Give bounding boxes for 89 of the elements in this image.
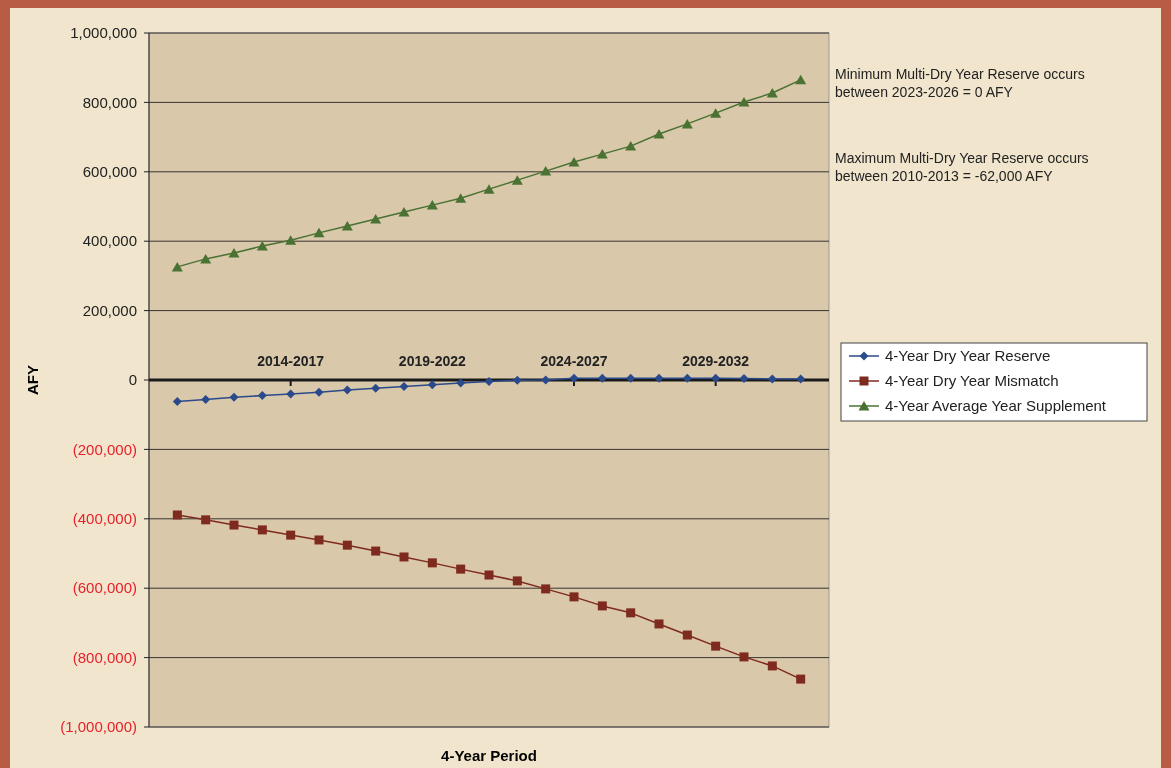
point — [484, 376, 494, 386]
point — [314, 387, 324, 397]
point — [796, 374, 806, 384]
y-tick-label: (1,000,000) — [60, 718, 137, 736]
point — [172, 510, 182, 520]
y-tick-label: (400,000) — [72, 510, 137, 528]
point — [371, 546, 381, 556]
point — [172, 397, 182, 407]
point — [171, 261, 183, 272]
point — [512, 375, 522, 385]
point — [399, 552, 409, 562]
x-tick-label: 2014-2017 — [257, 353, 325, 369]
point — [342, 540, 352, 550]
point — [626, 373, 636, 383]
point — [796, 674, 806, 684]
x-tick-label: 2024-2027 — [540, 353, 608, 369]
y-tick-label: (600,000) — [72, 579, 137, 597]
point — [711, 373, 721, 383]
point — [426, 200, 438, 210]
y-tick-label: 1,000,000 — [70, 24, 137, 42]
point — [398, 207, 410, 217]
point — [541, 375, 551, 385]
point — [511, 175, 523, 185]
point — [257, 525, 267, 535]
point — [201, 394, 211, 404]
point — [399, 382, 409, 392]
point — [257, 391, 267, 401]
point — [456, 378, 466, 388]
point — [484, 570, 494, 580]
point — [456, 564, 466, 574]
point — [710, 108, 722, 118]
y-tick-label: 800,000 — [82, 93, 137, 111]
y-axis-title: AFY — [24, 365, 41, 395]
x-tick-label: 2029-2032 — [682, 353, 750, 369]
point — [681, 118, 693, 129]
point — [342, 385, 352, 395]
legend-label: 4-Year Dry Year Mismatch — [885, 372, 1059, 390]
point — [682, 373, 692, 383]
point — [427, 380, 437, 390]
point — [286, 389, 296, 399]
point — [682, 630, 692, 640]
point — [568, 157, 580, 167]
x-axis-title: 4-Year Period — [441, 747, 537, 764]
point — [370, 213, 382, 224]
point — [569, 373, 579, 383]
point — [654, 373, 664, 383]
point — [541, 584, 551, 594]
point — [569, 592, 579, 602]
legend-label: 4-Year Dry Year Reserve — [885, 347, 1051, 365]
y-tick-label: 400,000 — [82, 232, 137, 250]
point — [738, 97, 750, 107]
point — [596, 149, 608, 159]
text: Maximum Multi-Dry Year Reserve occurs between 2010-2013 = -62,000 AFY — [835, 150, 1089, 184]
point — [313, 227, 325, 238]
point — [597, 373, 607, 383]
point — [286, 530, 296, 540]
point — [597, 601, 607, 611]
y-tick-label: (800,000) — [72, 648, 137, 666]
point — [256, 241, 268, 251]
text: Minimum Multi-Dry Year Reserve occurs between 2023-2026 = 0 AFY — [835, 66, 1085, 100]
point — [626, 608, 636, 618]
point — [200, 253, 212, 264]
point — [795, 74, 807, 85]
x-tick-label: 2019-2022 — [398, 353, 467, 369]
point — [285, 235, 297, 245]
point — [711, 641, 721, 651]
y-tick-label: 200,000 — [82, 301, 137, 319]
point — [766, 88, 778, 98]
y-tick-label: (200,000) — [72, 440, 137, 458]
point — [371, 383, 381, 393]
point — [201, 515, 211, 525]
point — [739, 374, 749, 384]
point — [654, 619, 664, 629]
point — [427, 558, 437, 568]
point — [625, 141, 637, 151]
point — [540, 166, 552, 176]
point — [739, 652, 749, 662]
point — [314, 535, 324, 545]
point — [483, 184, 495, 194]
point — [229, 392, 239, 402]
point — [229, 520, 239, 530]
point — [512, 576, 522, 586]
point — [341, 220, 353, 231]
point — [767, 661, 777, 671]
point — [767, 374, 777, 384]
point — [455, 193, 467, 203]
y-tick-label: 600,000 — [82, 163, 137, 181]
legend-label: 4-Year Average Year Supplement — [885, 397, 1107, 415]
y-tick-label: 0 — [128, 371, 137, 389]
